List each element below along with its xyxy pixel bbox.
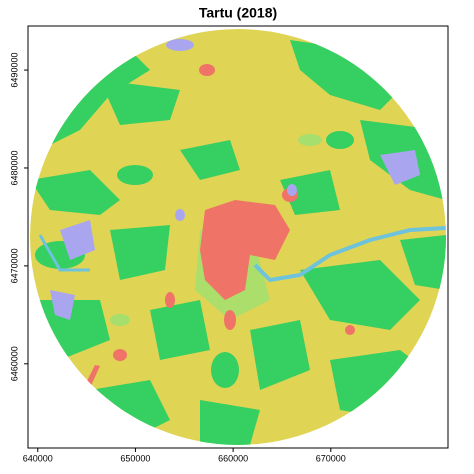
axes: 640000 650000 660000 670000 6460000 6470000 64…: [9, 53, 345, 464]
y-tick-label: 6470000: [9, 248, 19, 283]
y-tick-label: 6490000: [9, 53, 19, 88]
x-tick-label: 670000: [316, 453, 346, 463]
map-title: Tartu (2018): [199, 5, 277, 21]
y-tick-label: 6480000: [9, 150, 19, 185]
land-cover-raster: [30, 29, 446, 445]
plot-frame: [27, 25, 449, 449]
x-tick-label: 640000: [23, 453, 53, 463]
river: [38, 226, 446, 283]
y-tick-label: 6460000: [9, 346, 19, 381]
lakes: [50, 39, 420, 320]
x-tick-label: 660000: [218, 453, 248, 463]
x-tick-label: 650000: [120, 453, 150, 463]
